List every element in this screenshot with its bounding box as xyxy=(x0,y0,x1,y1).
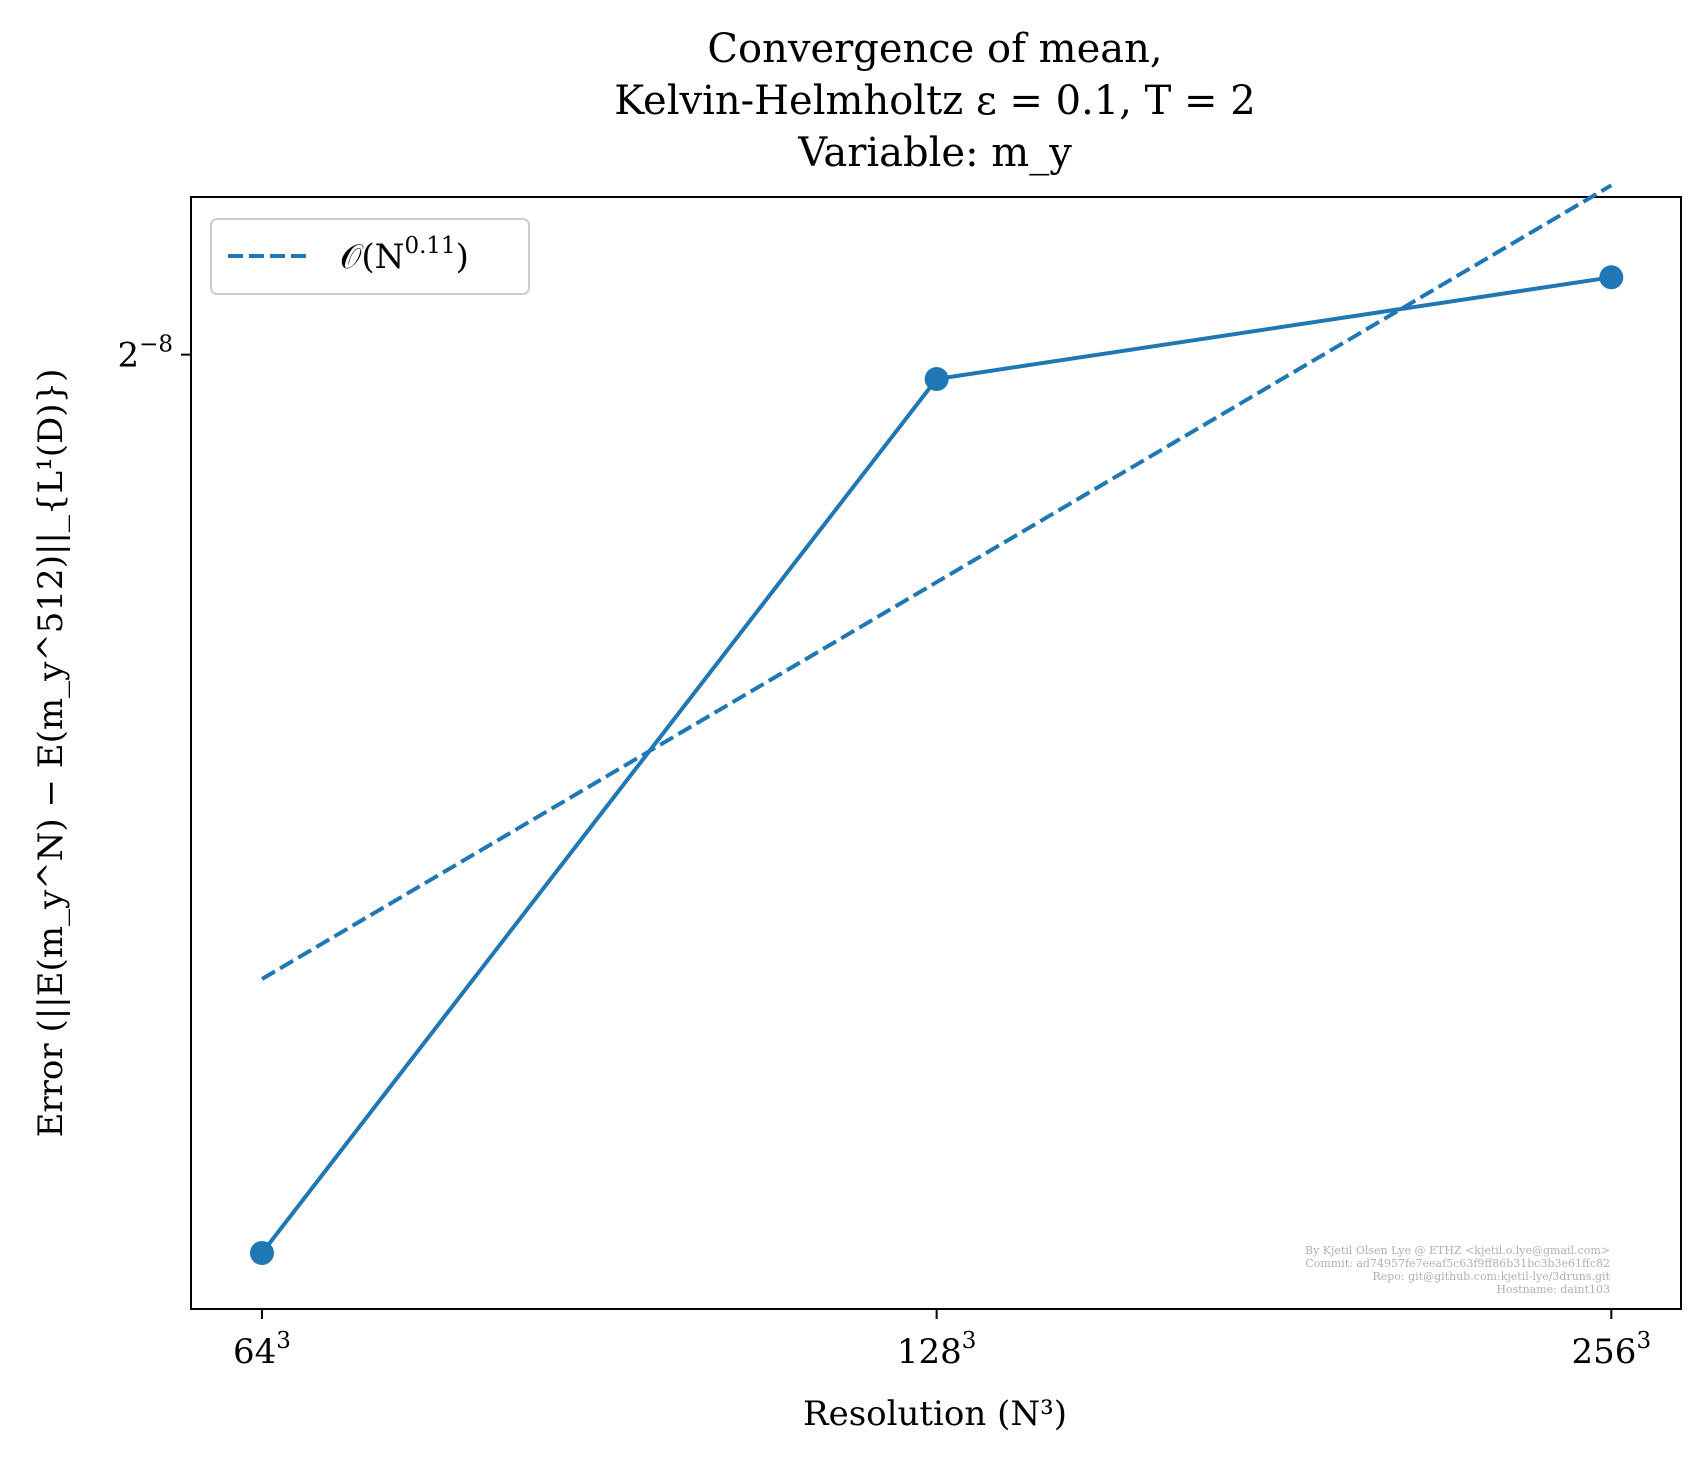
y-axis-label: Error (||E(m_y^N) − E(m_y^512)||_{L¹(D)}… xyxy=(31,369,71,1138)
series-line-error xyxy=(260,275,1612,1255)
legend-entry-base: 𝒪(N xyxy=(340,237,404,277)
x-tick-base: 256 xyxy=(1572,1332,1637,1372)
y-tick-base: 2 xyxy=(117,336,139,376)
x-tick-exponent: 3 xyxy=(1636,1328,1651,1354)
title-line-2: Kelvin-Helmholtz ε = 0.1, T = 2 xyxy=(614,78,1256,124)
legend-entry-close: ) xyxy=(456,237,469,277)
legend-entry-exponent: 0.11 xyxy=(404,233,455,259)
data-point-2 xyxy=(924,367,949,392)
plot-frame xyxy=(190,196,1682,1310)
credit-line-repo: Repo: git@github.com:kjetil-lye/3druns.g… xyxy=(1372,1270,1610,1283)
series-layer xyxy=(249,183,1624,1265)
credit-line-author: By Kjetil Olsen Lye @ ETHZ <kjetil.o.lye… xyxy=(1305,1244,1610,1257)
chart-title: Convergence of mean, Kelvin-Helmholtz ε … xyxy=(614,26,1256,176)
credit-line-hostname: Hostname: daint103 xyxy=(1496,1283,1610,1296)
x-tick-base: 64 xyxy=(233,1332,276,1372)
title-line-3: Variable: m_y xyxy=(797,130,1072,176)
x-tick-label-2: 1283 xyxy=(897,1328,977,1372)
x-axis-ticks: 643 1283 2563 xyxy=(233,1309,1651,1372)
credit-line-commit: Commit: ad74957fe7eeaf5c63f9ff86b31bc3b3… xyxy=(1305,1257,1610,1270)
y-tick-exponent: −8 xyxy=(139,332,173,358)
legend-box xyxy=(210,218,530,295)
data-point-3 xyxy=(1599,265,1624,290)
y-axis-ticks: 2−8 xyxy=(117,332,191,376)
x-tick-label-3: 2563 xyxy=(1572,1328,1652,1372)
legend: 𝒪(N0.11) xyxy=(210,218,530,295)
y-tick-label-1: 2−8 xyxy=(117,332,173,376)
credits-watermark: By Kjetil Olsen Lye @ ETHZ <kjetil.o.lye… xyxy=(1305,1244,1611,1296)
data-point-1 xyxy=(249,1240,274,1265)
title-line-1: Convergence of mean, xyxy=(707,26,1162,72)
series-line-reference-rate xyxy=(260,183,1613,981)
x-tick-exponent: 3 xyxy=(962,1328,977,1354)
x-axis-label: Resolution (N³) xyxy=(803,1394,1067,1434)
legend-entry-label: 𝒪(N0.11) xyxy=(340,233,469,277)
x-tick-base: 128 xyxy=(897,1332,962,1372)
x-tick-label-1: 643 xyxy=(233,1328,291,1372)
x-tick-exponent: 3 xyxy=(276,1328,291,1354)
